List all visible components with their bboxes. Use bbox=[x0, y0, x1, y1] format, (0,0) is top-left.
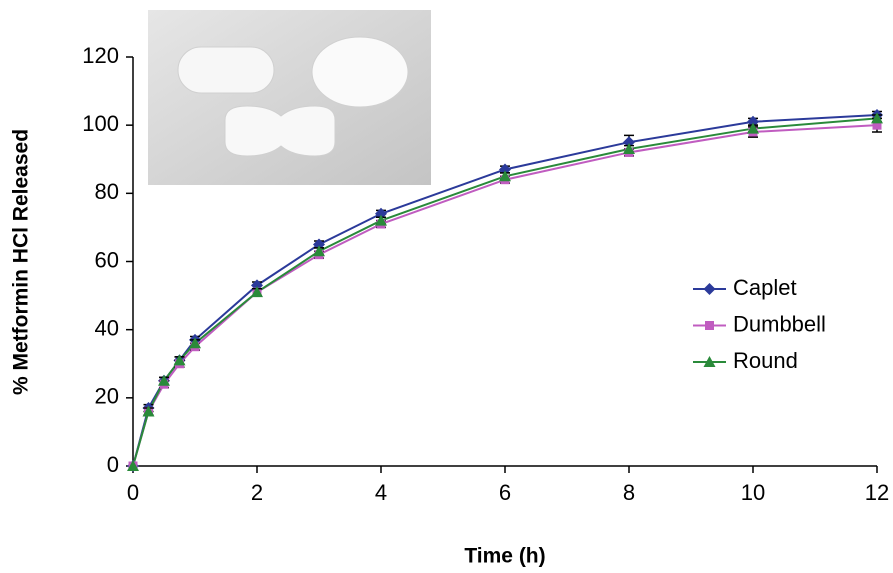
x-tick-label: 8 bbox=[623, 480, 635, 505]
legend-label: Dumbbell bbox=[733, 311, 826, 336]
legend-marker bbox=[704, 283, 716, 295]
y-tick-label: 60 bbox=[95, 247, 119, 272]
y-tick-label: 0 bbox=[107, 452, 119, 477]
x-tick-label: 0 bbox=[127, 480, 139, 505]
legend-label: Round bbox=[733, 348, 798, 373]
x-tick-label: 4 bbox=[375, 480, 387, 505]
x-tick-label: 12 bbox=[865, 480, 889, 505]
legend-label: Caplet bbox=[733, 275, 797, 300]
x-tick-label: 10 bbox=[741, 480, 765, 505]
x-axis-title: Time (h) bbox=[464, 545, 545, 568]
y-tick-label: 100 bbox=[82, 111, 119, 136]
legend-marker bbox=[705, 321, 714, 330]
y-axis-title: % Metformin HCl Released bbox=[10, 129, 33, 395]
y-tick-label: 120 bbox=[82, 43, 119, 68]
x-tick-label: 6 bbox=[499, 480, 511, 505]
photo-inset bbox=[148, 10, 431, 185]
y-tick-label: 40 bbox=[95, 315, 119, 340]
y-tick-label: 20 bbox=[95, 384, 119, 409]
x-tick-label: 2 bbox=[251, 480, 263, 505]
chart: Time (h) % Metformin HCl Released 020406… bbox=[0, 0, 893, 573]
y-tick-label: 80 bbox=[95, 179, 119, 204]
